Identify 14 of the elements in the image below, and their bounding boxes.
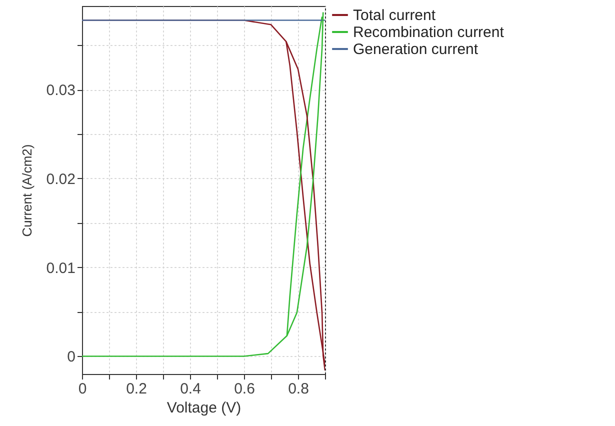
- text: 0.2: [126, 380, 147, 398]
- y-tick-label: 0.01: [46, 260, 76, 277]
- x-tick-label: 0.4: [180, 380, 201, 398]
- y-tick-label: 0.03: [46, 82, 76, 100]
- legend-label: Recombination current: [353, 24, 505, 41]
- y-axis-title: Current (A/cm2): [19, 144, 34, 237]
- legend-label: Generation current: [353, 41, 479, 58]
- x-axis-title: Voltage (V): [166, 400, 242, 416]
- y-tick-label: 0: [67, 348, 76, 366]
- x-tick-label: 0.8: [288, 380, 309, 398]
- x-tick-label: 0: [78, 380, 87, 398]
- legend-label: Total current: [353, 7, 436, 24]
- x-tick-label: 0.6: [234, 380, 255, 398]
- y-tick-label: 0.02: [46, 170, 76, 188]
